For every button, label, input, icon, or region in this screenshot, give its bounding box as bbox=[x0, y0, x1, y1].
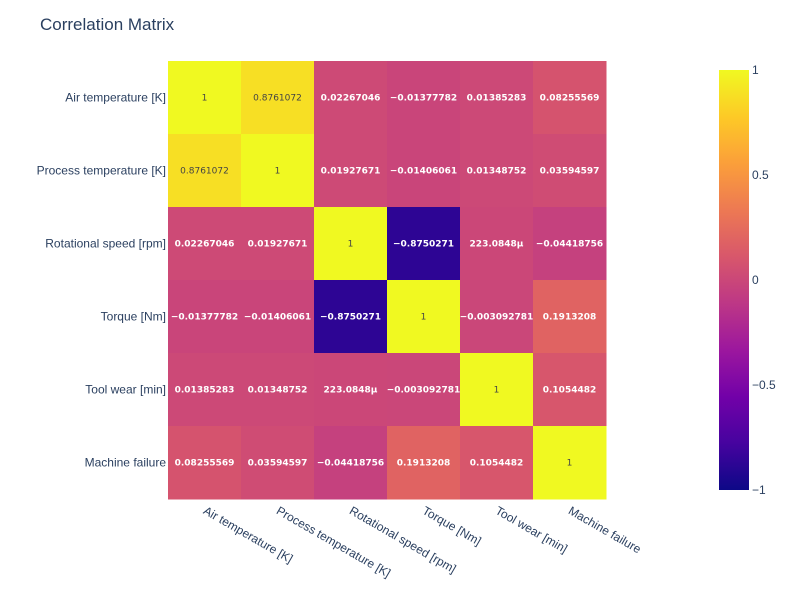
cell-value-label: 0.03594597 bbox=[540, 167, 600, 177]
cell-value-label: 1 bbox=[348, 240, 354, 250]
cell-value-label: 1 bbox=[275, 167, 281, 177]
x-tick-label: Tool wear [min] bbox=[493, 503, 570, 555]
colorbar-tick-label: 0.5 bbox=[752, 168, 769, 182]
heatmap-cell bbox=[533, 353, 607, 427]
y-tick-label: Torque [Nm] bbox=[101, 310, 166, 324]
cell-value-label: 1 bbox=[567, 459, 573, 469]
heatmap-cell bbox=[314, 134, 388, 208]
heatmap-cells bbox=[168, 61, 607, 500]
heatmap-cell bbox=[460, 353, 534, 427]
colorbar-tick-label: 1 bbox=[752, 63, 759, 77]
cell-value-label: 0.01385283 bbox=[175, 386, 235, 396]
heatmap-cell-labels: 1 0.8761072 0.02267046 −0.01377782 0.0138528… bbox=[171, 94, 603, 469]
cell-value-label: −0.01377782 bbox=[390, 94, 457, 104]
y-tick-label: Tool wear [min] bbox=[85, 383, 166, 397]
heatmap-cell bbox=[241, 134, 315, 208]
heatmap-cell bbox=[387, 207, 461, 281]
heatmap-cell bbox=[460, 207, 534, 281]
x-tick-label: Machine failure bbox=[566, 503, 644, 556]
heatmap-cell bbox=[241, 426, 315, 500]
heatmap-cell bbox=[168, 61, 242, 135]
heatmap-cell bbox=[168, 426, 242, 500]
heatmap-cell bbox=[387, 353, 461, 427]
cell-value-label: 0.01385283 bbox=[467, 94, 527, 104]
y-tick-label: Machine failure bbox=[85, 456, 167, 470]
heatmap-cell bbox=[314, 426, 388, 500]
cell-value-label: −0.04418756 bbox=[536, 240, 603, 250]
heatmap-cell bbox=[533, 207, 607, 281]
y-tick-label: Process temperature [K] bbox=[37, 164, 166, 178]
heatmap-cell bbox=[387, 134, 461, 208]
cell-value-label: −0.003092781 bbox=[460, 313, 534, 323]
heatmap-cell bbox=[387, 280, 461, 354]
cell-value-label: −0.8750271 bbox=[393, 240, 454, 250]
cell-value-label: 0.8761072 bbox=[180, 167, 229, 177]
cell-value-label: −0.8750271 bbox=[320, 313, 381, 323]
cell-value-label: −0.01406061 bbox=[390, 167, 457, 177]
cell-value-label: 223.0848μ bbox=[324, 386, 378, 396]
heatmap-cell bbox=[314, 280, 388, 354]
chart-title: Correlation Matrix bbox=[40, 15, 175, 34]
heatmap-cell bbox=[460, 280, 534, 354]
cell-value-label: −0.003092781 bbox=[387, 386, 461, 396]
y-tick-label: Rotational speed [rpm] bbox=[45, 237, 166, 251]
heatmap-cell bbox=[241, 353, 315, 427]
heatmap-cell bbox=[460, 426, 534, 500]
cell-value-label: 0.08255569 bbox=[175, 459, 235, 469]
heatmap-cell bbox=[241, 207, 315, 281]
heatmap-cell bbox=[460, 134, 534, 208]
heatmap-cell bbox=[168, 134, 242, 208]
colorbar-tick-labels: 1 0.5 0 −0.5 −1 bbox=[752, 63, 776, 497]
heatmap-cell bbox=[387, 426, 461, 500]
colorbar bbox=[719, 70, 749, 490]
heatmap-cell bbox=[168, 207, 242, 281]
cell-value-label: 1 bbox=[494, 386, 500, 396]
heatmap-cell bbox=[168, 353, 242, 427]
heatmap-cell bbox=[314, 353, 388, 427]
cell-value-label: 0.02267046 bbox=[321, 94, 381, 104]
colorbar-tick-label: −0.5 bbox=[752, 378, 776, 392]
heatmap-cell bbox=[241, 61, 315, 135]
heatmap-cell bbox=[241, 280, 315, 354]
x-tick-label: Torque [Nm] bbox=[420, 503, 484, 548]
heatmap-cell bbox=[460, 61, 534, 135]
cell-value-label: 0.1913208 bbox=[543, 313, 597, 323]
cell-value-label: 0.01348752 bbox=[248, 386, 308, 396]
heatmap-cell bbox=[314, 207, 388, 281]
cell-value-label: 0.02267046 bbox=[175, 240, 235, 250]
colorbar-tick-label: −1 bbox=[752, 483, 766, 497]
cell-value-label: 0.08255569 bbox=[540, 94, 600, 104]
cell-value-label: 0.8761072 bbox=[253, 94, 302, 104]
x-axis-tick-labels: Air temperature [K]Process temperature [… bbox=[201, 503, 644, 580]
cell-value-label: 0.01927671 bbox=[321, 167, 381, 177]
cell-value-label: 1 bbox=[421, 313, 427, 323]
heatmap-cell bbox=[533, 61, 607, 135]
y-tick-label: Air temperature [K] bbox=[65, 91, 166, 105]
cell-value-label: −0.01406061 bbox=[244, 313, 311, 323]
cell-value-label: −0.04418756 bbox=[317, 459, 384, 469]
heatmap-cell bbox=[168, 280, 242, 354]
heatmap-cell bbox=[533, 134, 607, 208]
heatmap-cell bbox=[533, 280, 607, 354]
y-axis-tick-labels: Air temperature [K] Process temperature [… bbox=[37, 91, 167, 470]
heatmap-cell bbox=[314, 61, 388, 135]
cell-value-label: 0.1054482 bbox=[543, 386, 597, 396]
heatmap-cell bbox=[533, 426, 607, 500]
heatmap-cell bbox=[387, 61, 461, 135]
cell-value-label: 0.01927671 bbox=[248, 240, 308, 250]
cell-value-label: 0.1913208 bbox=[397, 459, 451, 469]
cell-value-label: 1 bbox=[202, 94, 208, 104]
cell-value-label: 223.0848μ bbox=[470, 240, 524, 250]
cell-value-label: 0.01348752 bbox=[467, 167, 527, 177]
colorbar-tick-label: 0 bbox=[752, 273, 759, 287]
cell-value-label: 0.1054482 bbox=[470, 459, 524, 469]
cell-value-label: −0.01377782 bbox=[171, 313, 238, 323]
cell-value-label: 0.03594597 bbox=[248, 459, 308, 469]
